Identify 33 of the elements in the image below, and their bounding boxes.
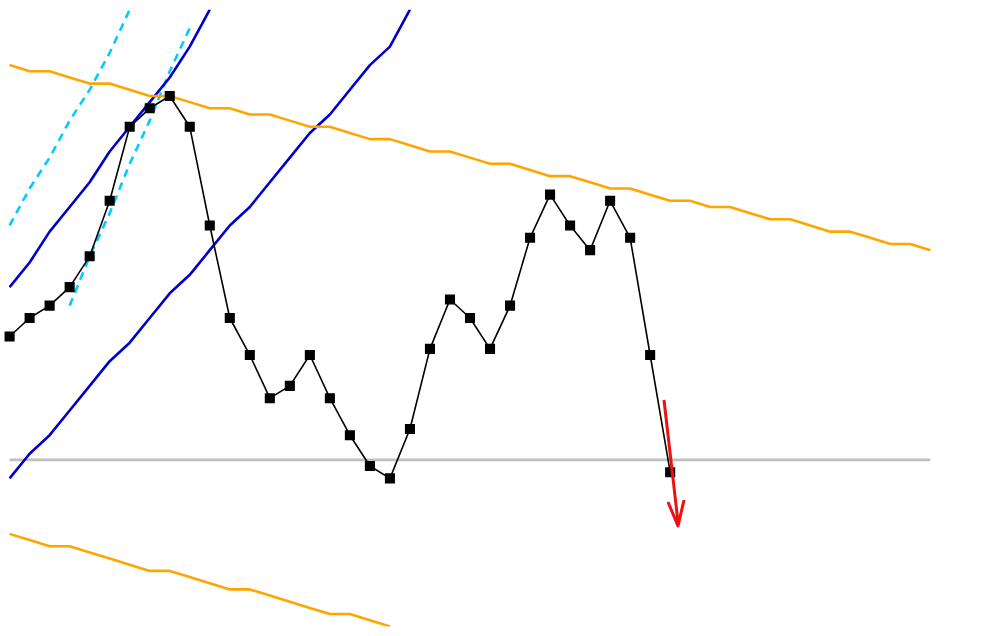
point [24, 312, 35, 324]
point [224, 312, 235, 324]
point [244, 349, 255, 361]
point [304, 349, 315, 361]
point [424, 343, 436, 354]
point [324, 393, 335, 404]
point [484, 343, 496, 354]
point [565, 220, 576, 231]
point [464, 312, 476, 324]
point [444, 294, 456, 305]
point [144, 103, 155, 114]
point [284, 380, 295, 391]
point [364, 460, 375, 472]
point [344, 430, 355, 441]
point [585, 245, 596, 256]
point [645, 349, 656, 361]
point [4, 331, 15, 342]
point [184, 121, 195, 132]
point [84, 251, 95, 262]
point [384, 473, 395, 484]
point [404, 423, 415, 435]
point [64, 282, 75, 293]
point [264, 393, 275, 404]
point [625, 232, 636, 243]
point [504, 300, 516, 311]
point [164, 90, 175, 101]
point [605, 195, 616, 206]
point [525, 232, 536, 243]
point [44, 300, 55, 311]
point [204, 220, 215, 231]
point [104, 195, 115, 206]
point [124, 121, 135, 132]
point [545, 189, 556, 200]
